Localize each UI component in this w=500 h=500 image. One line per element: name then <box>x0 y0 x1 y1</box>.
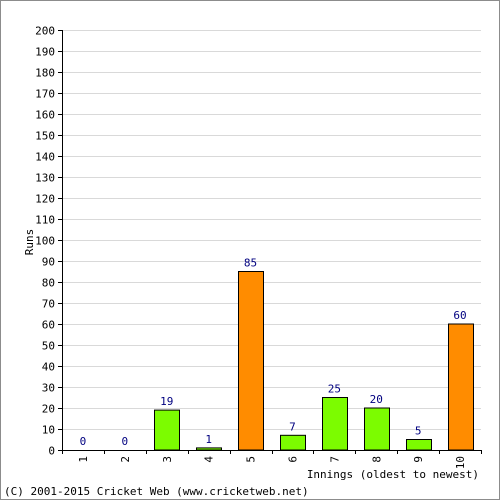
x-axis-title: Innings (oldest to newest) <box>307 468 479 481</box>
y-tick-label: 70 <box>42 298 55 311</box>
y-axis-ticks: 0 10 20 30 40 50 60 70 80 90 100 110 120 130 140 150 160… <box>35 25 62 458</box>
bars <box>154 271 474 451</box>
data-label-innings-9: 5 <box>415 425 422 438</box>
x-tick-label: 3 <box>161 456 174 463</box>
x-tick-label: 1 <box>77 456 90 463</box>
copyright-credit: (C) 2001-2015 Cricket Web (www.cricketwe… <box>4 485 309 498</box>
y-tick-label: 160 <box>35 109 55 122</box>
x-tick-label: 5 <box>245 456 258 463</box>
y-tick-label: 0 <box>48 445 55 458</box>
bar-innings-8 <box>364 407 390 451</box>
y-tick-label: 170 <box>35 88 55 101</box>
grid-lines <box>62 30 481 430</box>
x-tick-label: 7 <box>328 456 341 463</box>
y-tick-label: 190 <box>35 46 55 59</box>
x-tick-label: 2 <box>119 456 132 463</box>
bar-innings-5 <box>238 271 264 451</box>
x-tick-label: 9 <box>412 456 425 463</box>
data-label-innings-6: 7 <box>289 420 296 433</box>
bar-innings-6 <box>280 434 306 451</box>
x-axis-ticks: 1 2 3 4 5 6 7 8 9 10 <box>62 450 482 469</box>
bar-innings-7 <box>322 397 348 451</box>
x-tick-label: 6 <box>286 456 299 463</box>
data-label-innings-3: 19 <box>160 395 173 408</box>
y-tick-label: 110 <box>35 214 55 227</box>
data-label-innings-7: 25 <box>328 383 341 396</box>
bar-innings-10 <box>448 323 474 451</box>
x-tick-label: 10 <box>454 456 467 469</box>
bar-innings-3 <box>154 409 180 451</box>
y-axis-title: Runs <box>23 229 36 256</box>
y-tick-label: 100 <box>35 235 55 248</box>
y-tick-label: 50 <box>42 340 55 353</box>
y-tick-label: 180 <box>35 67 55 80</box>
y-tick-label: 140 <box>35 151 55 164</box>
y-tick-label: 20 <box>42 403 55 416</box>
y-tick-label: 30 <box>42 382 55 395</box>
y-tick-label: 90 <box>42 256 55 269</box>
data-label-innings-2: 0 <box>122 435 129 448</box>
y-tick-label: 40 <box>42 361 55 374</box>
y-tick-label: 200 <box>35 25 55 38</box>
data-label-innings-4: 1 <box>205 433 212 446</box>
axes <box>62 30 481 451</box>
y-tick-label: 10 <box>42 424 55 437</box>
y-tick-label: 80 <box>42 277 55 290</box>
y-tick-label: 60 <box>42 319 55 332</box>
bar-innings-4 <box>196 447 222 451</box>
x-tick-label: 4 <box>203 456 216 463</box>
data-label-innings-5: 85 <box>244 257 257 270</box>
y-tick-label: 120 <box>35 193 55 206</box>
y-tick-label: 150 <box>35 130 55 143</box>
data-label-innings-1: 0 <box>80 435 87 448</box>
data-label-innings-10: 60 <box>453 309 466 322</box>
y-tick-label: 130 <box>35 172 55 185</box>
data-labels: 0 0 19 1 85 7 25 20 5 60 <box>80 257 467 449</box>
data-label-innings-8: 20 <box>370 393 383 406</box>
x-tick-label: 8 <box>370 456 383 463</box>
bar-innings-9 <box>406 439 432 451</box>
